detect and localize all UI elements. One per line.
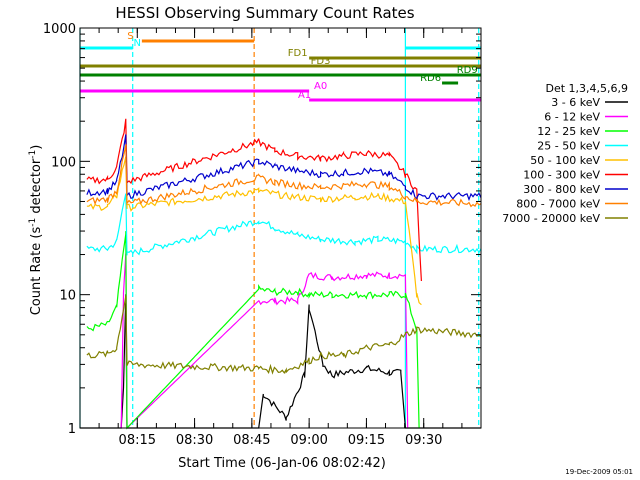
y-axis-label-part: detector: [29, 158, 44, 218]
flag-label: FD1: [288, 48, 308, 59]
legend-entry-label: 800 - 7000 keV: [516, 198, 600, 211]
flag-label: A1: [298, 90, 311, 101]
flag-label: RD6: [420, 73, 441, 84]
y-tick-label: 1000: [43, 22, 76, 37]
y-axis-label-part: Count Rate (s: [29, 227, 44, 316]
series-line: [86, 193, 482, 256]
legend-entry-label: 7000 - 20000 keV: [502, 212, 600, 225]
y-axis-label-part: -1: [28, 218, 38, 227]
y-axis-label-part: ): [29, 145, 44, 150]
series-line: [86, 156, 422, 306]
series-line: [86, 118, 422, 282]
timestamp: 19-Dec-2009 05:01: [565, 468, 633, 476]
chart-title: HESSI Observing Summary Count Rates: [115, 4, 414, 22]
series-line: [86, 231, 420, 430]
series-line: [86, 295, 482, 375]
legend-entry-label: 50 - 100 keV: [530, 154, 600, 167]
legend-title: Det 1,3,4,5,6,9: [545, 82, 628, 95]
legend-entry-label: 3 - 6 keV: [551, 96, 600, 109]
flag-label: N: [134, 38, 141, 49]
x-tick-label: 09:00: [290, 433, 327, 448]
legend-entry-label: 12 - 25 keV: [537, 125, 600, 138]
x-tick-label: 08:30: [176, 433, 213, 448]
x-tick-label: 08:45: [233, 433, 270, 448]
legend-entry-label: 25 - 50 keV: [537, 140, 600, 153]
legend-entry-label: 6 - 12 keV: [544, 111, 600, 124]
x-tick-label: 09:30: [405, 433, 442, 448]
y-axis-label-part: -1: [28, 150, 38, 159]
legend-entry-label: 300 - 800 keV: [523, 183, 600, 196]
y-axis-label: Count Rate (s-1 detector-1): [28, 145, 44, 316]
flag-label: RD9: [457, 65, 478, 76]
legend-entry-label: 100 - 300 keV: [523, 169, 600, 182]
flag-label: FD3: [311, 56, 331, 67]
y-tick-label: 1: [68, 422, 76, 437]
flag-label: S: [127, 31, 133, 42]
x-tick-label: 08:15: [119, 433, 156, 448]
series-line: [86, 134, 482, 202]
flag-label: A0: [314, 81, 327, 92]
y-tick-label: 100: [51, 155, 76, 170]
y-tick-label: 10: [59, 289, 76, 304]
series-line: [120, 253, 409, 430]
series-line: [86, 144, 482, 208]
plot-frame: [79, 27, 482, 429]
x-tick-label: 09:15: [348, 433, 385, 448]
x-axis-label: Start Time (06-Jan-06 08:02:42): [178, 456, 386, 471]
